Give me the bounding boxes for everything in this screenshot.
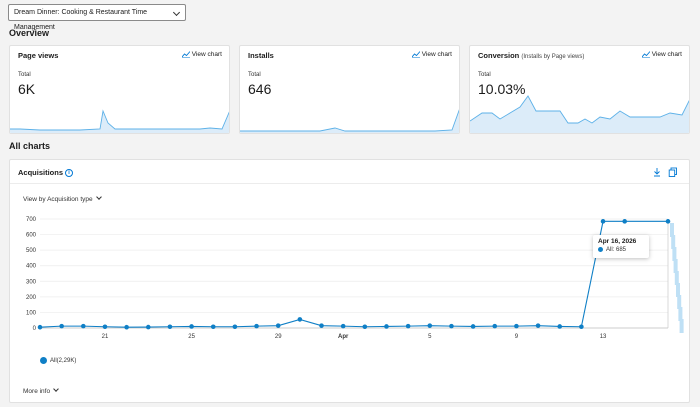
data-point: [254, 323, 259, 329]
data-point: [37, 324, 43, 330]
tooltip-value: All: 685: [598, 247, 644, 253]
chart-icon: [411, 51, 421, 58]
data-point: [622, 219, 627, 224]
view-by-dropdown[interactable]: View by Acquisition type: [23, 194, 102, 203]
all-charts-heading: All charts: [9, 141, 51, 151]
data-point: [124, 324, 129, 330]
partial-data-segment: [676, 283, 680, 297]
app-selector-value: Dream Dinner: Cooking & Restaurant Time …: [14, 9, 148, 31]
data-point: [600, 219, 606, 224]
acquisitions-title: Acquisitions i: [18, 168, 74, 178]
total-label: Total: [248, 72, 261, 78]
chart-icon: [641, 51, 651, 58]
data-point: [319, 323, 324, 328]
x-tick-label: 9: [515, 334, 519, 340]
data-point: [275, 323, 281, 328]
x-tick-label: 21: [102, 334, 109, 340]
overview-heading: Overview: [9, 28, 50, 38]
partial-data-segment: [677, 295, 682, 309]
x-tick-label: Apr: [338, 334, 349, 340]
partial-data-segment: [679, 319, 684, 333]
acquisitions-panel: Acquisitions i View by Acquisition type 0…: [9, 159, 690, 403]
card-installs: Installs View chart Total 646: [239, 45, 460, 134]
data-point: [665, 219, 671, 224]
total-value: 646: [248, 81, 272, 97]
data-point: [81, 323, 86, 329]
data-point: [384, 324, 389, 329]
card-title: Conversion (Installs by Page views): [478, 51, 585, 60]
sparkline-installs: [240, 109, 459, 133]
y-tick-label: 200: [26, 295, 37, 301]
data-point: [59, 323, 64, 329]
partial-data-band: [670, 223, 684, 333]
card-title: Installs: [248, 51, 274, 60]
data-point: [145, 324, 151, 330]
x-tick-label: 25: [188, 334, 195, 340]
more-info-toggle[interactable]: More info: [23, 386, 59, 395]
chevron-down-icon: [172, 8, 181, 17]
partial-data-segment: [672, 247, 677, 261]
view-chart-link[interactable]: View chart: [411, 51, 452, 58]
data-point: [340, 323, 346, 329]
chart-tooltip: Apr 16, 2026 All: 685: [593, 235, 649, 258]
data-point: [362, 324, 368, 330]
card-title: Page views: [18, 51, 59, 60]
partial-data-segment: [670, 223, 674, 237]
data-point: [557, 324, 563, 329]
acquisitions-line-chart: 0 100 200 300 400 500 600 700 21 25 29 Apr 5 9 13: [26, 217, 684, 340]
y-tick-label: 400: [26, 264, 37, 270]
data-point: [167, 324, 173, 330]
series-line-all: [39, 220, 668, 328]
data-point: [102, 324, 108, 330]
data-point: [449, 323, 454, 329]
view-chart-link[interactable]: View chart: [641, 51, 682, 58]
data-point: [579, 324, 584, 330]
tooltip-date: Apr 16, 2026: [598, 238, 637, 245]
app-selector-dropdown[interactable]: Dream Dinner: Cooking & Restaurant Time …: [8, 4, 186, 31]
view-chart-link[interactable]: View chart: [181, 51, 222, 58]
data-point: [427, 323, 433, 328]
partial-data-segment: [674, 271, 679, 285]
y-tick-label: 0: [33, 326, 37, 332]
y-tick-label: 700: [26, 217, 37, 223]
data-point: [470, 324, 476, 329]
data-point: [232, 324, 238, 330]
download-icon[interactable]: [652, 167, 662, 177]
card-page-views: Page views View chart Total 6K: [9, 45, 230, 134]
data-point: [210, 324, 216, 330]
data-point: [492, 323, 498, 329]
tooltip-dot: [598, 247, 603, 252]
copy-icon[interactable]: [668, 167, 678, 177]
y-tick-label: 100: [26, 310, 37, 316]
chart-legend[interactable]: All(2,29K): [40, 357, 76, 364]
data-point: [514, 323, 519, 329]
panel-header: [10, 160, 689, 184]
card-conversion: Conversion (Installs by Page views) View…: [469, 45, 690, 134]
x-tick-label: 13: [600, 334, 607, 340]
data-point: [189, 324, 194, 329]
legend-dot: [40, 357, 47, 364]
y-tick-label: 600: [26, 233, 37, 239]
partial-data-segment: [673, 259, 678, 273]
total-value: 6K: [18, 81, 36, 97]
total-label: Total: [478, 72, 491, 78]
chart-icon: [181, 51, 191, 58]
chevron-down-icon: [53, 386, 59, 392]
legend-label: All(2,29K): [50, 358, 77, 365]
data-point: [297, 317, 303, 322]
info-icon[interactable]: i: [65, 169, 74, 178]
total-label: Total: [18, 72, 31, 78]
x-tick-label: 5: [428, 334, 432, 340]
sparkline-conversion: [470, 95, 689, 133]
x-tick-label: 29: [275, 334, 282, 340]
y-tick-label: 500: [26, 248, 37, 254]
partial-data-segment: [678, 307, 683, 321]
sparkline-page-views: [10, 109, 229, 133]
y-tick-label: 300: [26, 279, 37, 285]
data-point: [535, 323, 541, 328]
partial-data-segment: [671, 235, 676, 249]
data-point: [405, 323, 411, 329]
total-value: 10.03%: [478, 81, 526, 97]
